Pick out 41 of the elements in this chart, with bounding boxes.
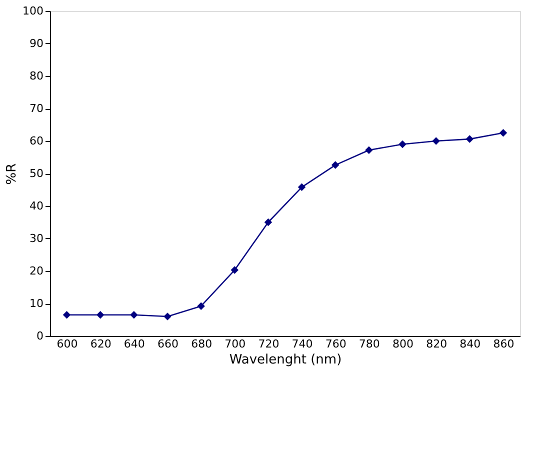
x-tick-label: 820 bbox=[426, 338, 448, 350]
y-tick-label: 90 bbox=[30, 37, 44, 50]
x-tick-label: 780 bbox=[358, 338, 380, 350]
point bbox=[164, 312, 172, 320]
x-tick-label: 800 bbox=[392, 338, 414, 350]
point bbox=[398, 140, 406, 148]
y-tick-label: 30 bbox=[30, 232, 44, 245]
y-tick-label: 50 bbox=[30, 167, 44, 180]
point bbox=[331, 161, 340, 169]
y-tick-label: 60 bbox=[30, 134, 44, 148]
point bbox=[466, 135, 474, 143]
point bbox=[499, 129, 508, 137]
y-tick-label: 20 bbox=[30, 264, 44, 278]
x-tick-label: 640 bbox=[124, 338, 145, 350]
y-tick-label: 0 bbox=[36, 330, 44, 342]
point bbox=[230, 266, 239, 274]
point bbox=[96, 311, 104, 319]
x-tick-label: 680 bbox=[191, 338, 212, 350]
y-tick-label: 70 bbox=[30, 102, 44, 115]
x-tick-label: 740 bbox=[292, 338, 313, 350]
x-tick-label: 720 bbox=[258, 338, 280, 350]
x-tick-label: 660 bbox=[158, 338, 178, 350]
x-tick-label: 620 bbox=[90, 338, 112, 350]
x-tick-label: 600 bbox=[56, 338, 78, 350]
point bbox=[298, 183, 306, 192]
y-tick-label: 10 bbox=[30, 297, 44, 310]
point bbox=[432, 137, 440, 145]
x-tick-label: 860 bbox=[493, 338, 514, 350]
point bbox=[264, 218, 272, 226]
y-tick-label: 100 bbox=[22, 4, 44, 18]
x-tick-label: 700 bbox=[224, 338, 246, 350]
point bbox=[365, 146, 373, 154]
point bbox=[62, 311, 71, 319]
x-tick-label: 840 bbox=[460, 338, 481, 350]
x-axis-title: Wavelenght (nm) bbox=[229, 352, 342, 368]
point bbox=[197, 302, 205, 310]
y-tick-label: 40 bbox=[30, 200, 44, 212]
point bbox=[130, 311, 138, 319]
x-tick-label: 760 bbox=[325, 338, 346, 350]
y-axis-title: %R bbox=[4, 163, 20, 185]
y-tick-label: 80 bbox=[30, 70, 44, 82]
